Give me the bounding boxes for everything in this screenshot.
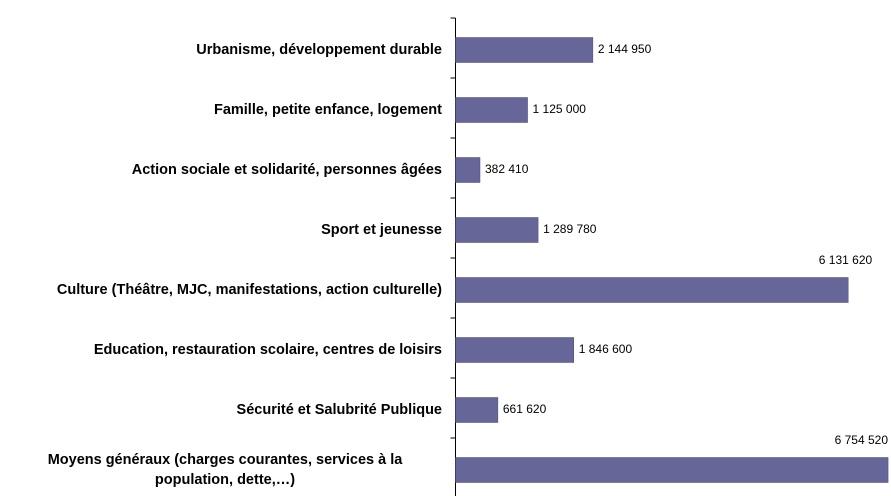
category-label: Sécurité et Salubrité Publique [236,402,442,418]
category-label: Culture (Théâtre, MJC, manifestations, a… [56,282,442,298]
category-label: Education, restauration scolaire, centre… [93,342,442,358]
value-label: 1 289 780 [543,222,597,236]
bar [455,157,481,183]
category-label: Moyens généraux (charges courantes, serv… [47,452,403,488]
bar [455,217,539,243]
bar [455,457,889,483]
value-label: 1 125 000 [533,102,587,116]
value-label: 6 754 520 [835,433,889,447]
value-label: 6 131 620 [819,253,873,267]
category-label: Urbanisme, développement durable [196,42,442,58]
category-label: Famille, petite enfance, logement [213,102,442,118]
bar [455,397,499,423]
bar [455,337,575,363]
value-label: 661 620 [503,402,547,416]
bar [455,97,528,123]
category-label: Sport et jeunesse [321,222,442,238]
value-label: 1 846 600 [579,342,633,356]
value-label: 2 144 950 [598,42,652,56]
value-label: 382 410 [485,162,529,176]
bar [455,37,594,63]
category-label: Action sociale et solidarité, personnes … [131,162,442,178]
bar [455,277,849,303]
